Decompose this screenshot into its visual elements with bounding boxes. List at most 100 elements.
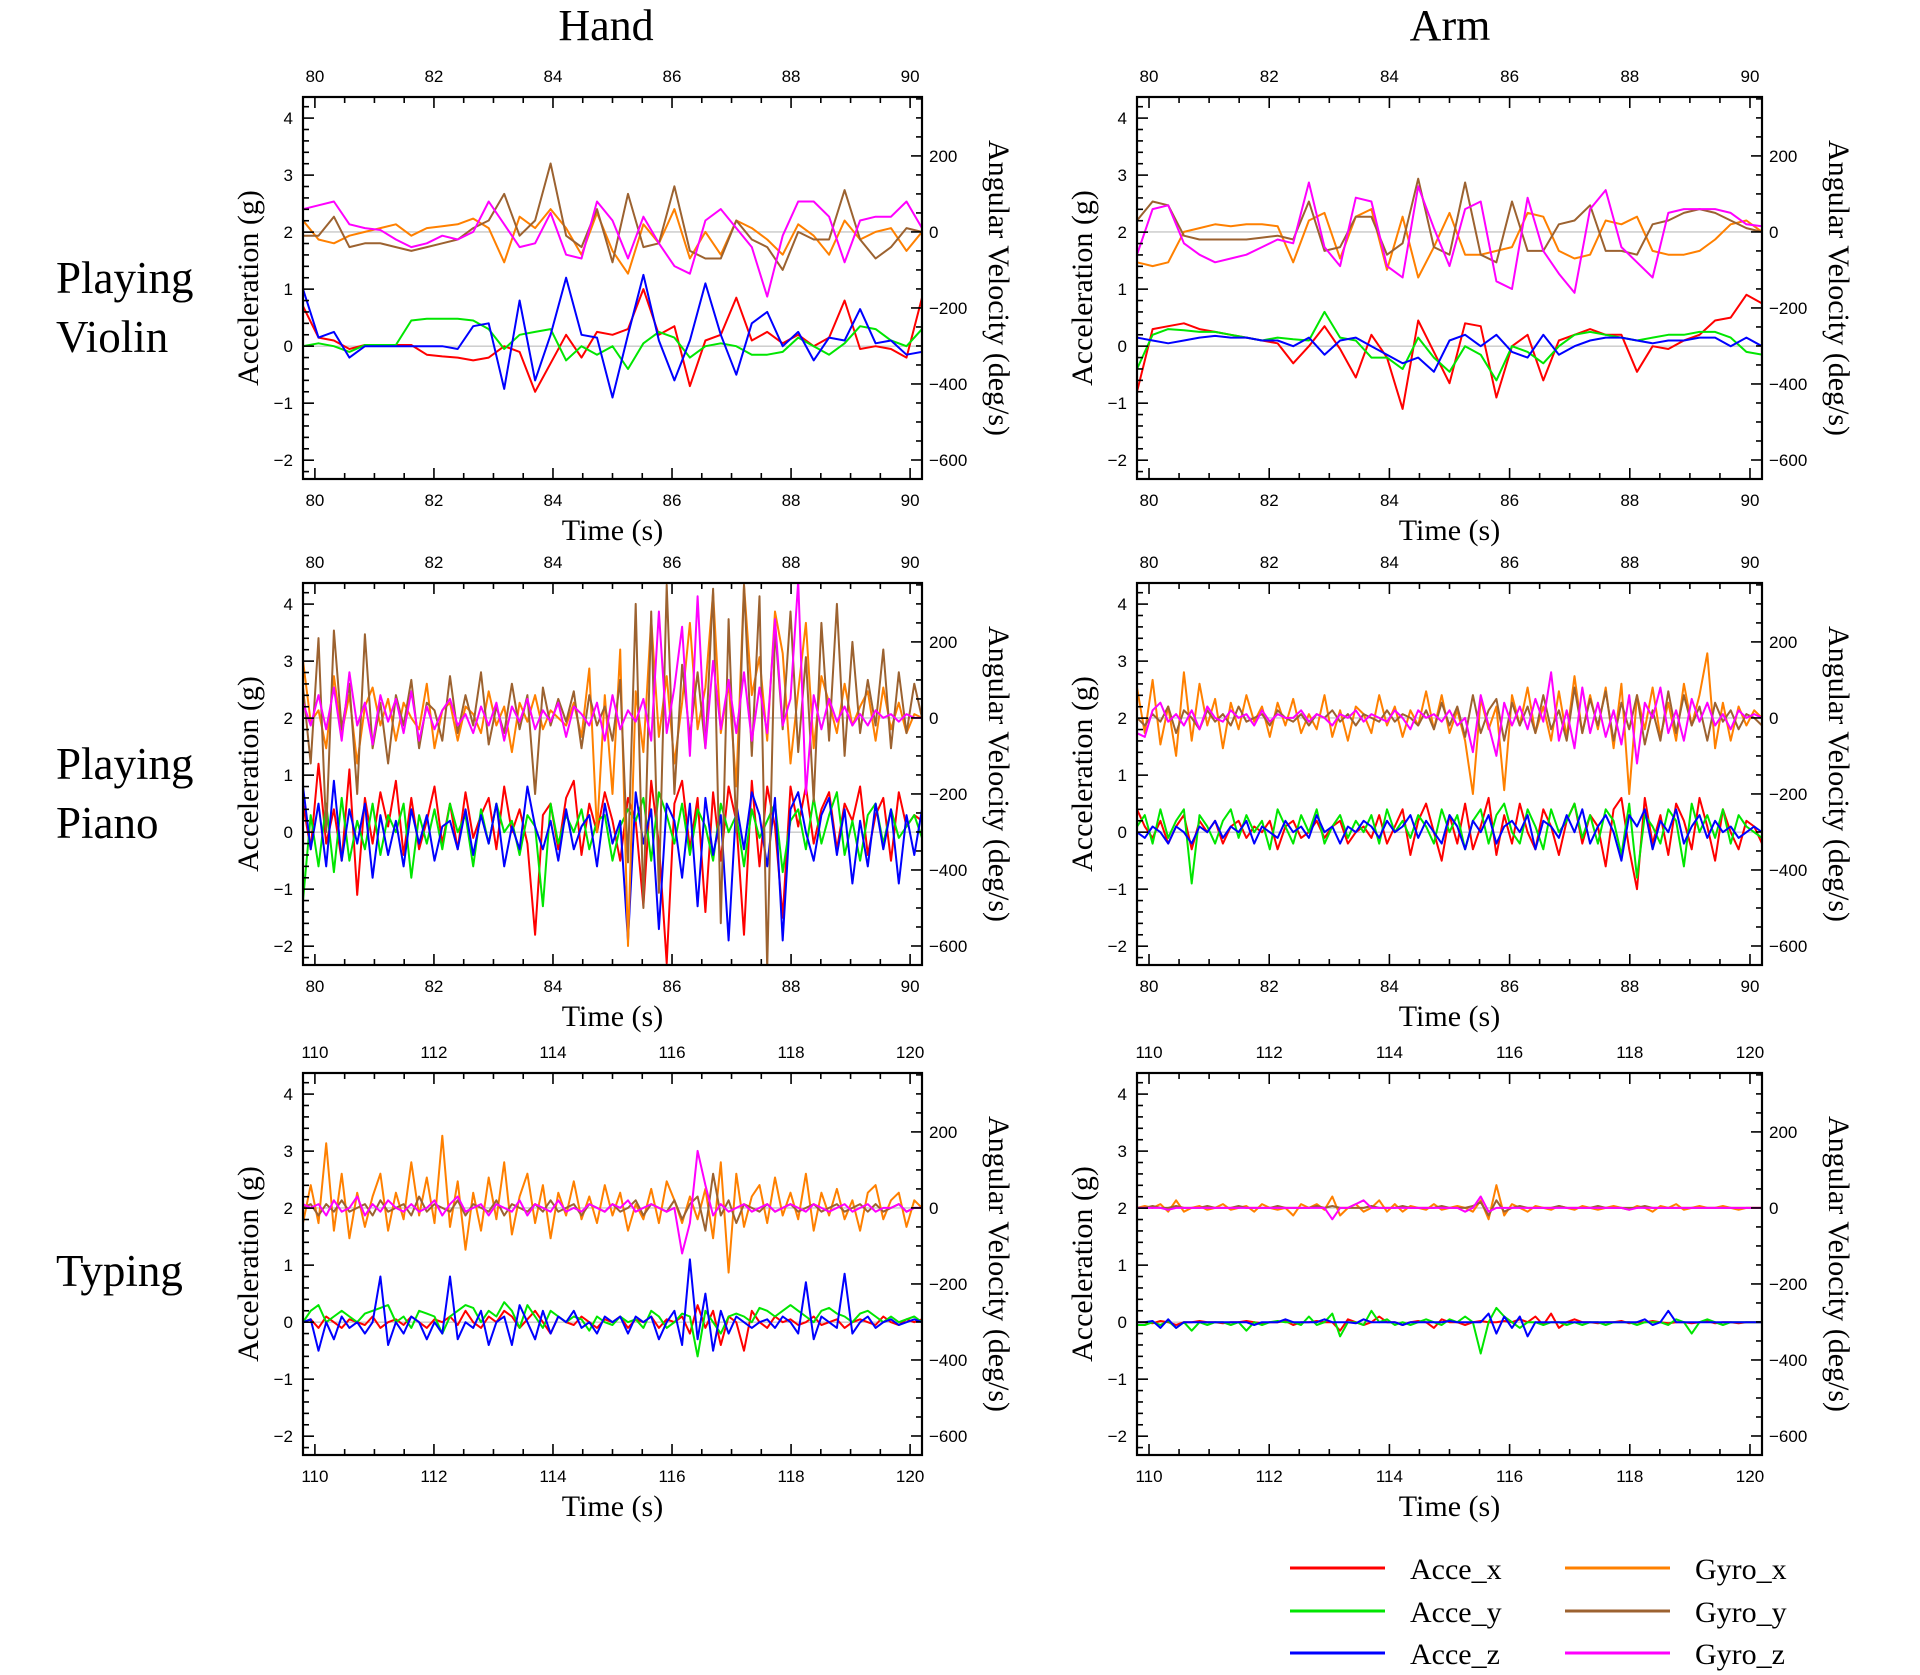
x-tick-label: 82 xyxy=(1260,491,1279,510)
y2-tick-label: −400 xyxy=(1769,861,1807,880)
x-tick-label-top: 110 xyxy=(301,1043,328,1062)
series-acce-y xyxy=(1137,802,1762,885)
legend-label-gyro-x: Gyro_x xyxy=(1695,1553,1787,1586)
y-tick-label: 2 xyxy=(284,223,293,242)
panel-violin-hand: 80 80 82 82 84 84 86 86 88 88 90 90 −2 −1 0 1 2 3 4 −600 −40… xyxy=(232,67,1015,547)
y2-tick-label: −600 xyxy=(929,937,967,956)
legend-label-acce-y: Acce_y xyxy=(1410,1596,1502,1629)
y-tick-label: 3 xyxy=(1118,652,1127,671)
y-axis-label-left: Acceleration (g) xyxy=(1066,1166,1099,1362)
x-tick-label: 80 xyxy=(1140,977,1159,996)
series-gyro-y xyxy=(1137,686,1762,746)
x-tick-label-top: 90 xyxy=(901,67,920,86)
x-tick-label-top: 82 xyxy=(1260,67,1279,86)
y-tick-label: −1 xyxy=(1108,1370,1127,1389)
series-gyro-y xyxy=(303,1172,922,1232)
y-tick-label: −2 xyxy=(274,451,293,470)
y-axis-label-right: Angular Velocity (deg/s) xyxy=(982,140,1015,436)
x-tick-label: 84 xyxy=(1380,491,1399,510)
x-tick-label-top: 80 xyxy=(305,67,324,86)
series-group xyxy=(1137,177,1762,410)
panel-violin-arm: 80 80 82 82 84 84 86 86 88 88 90 90 −2 −1 0 1 2 3 4 −600 −40… xyxy=(1066,67,1855,547)
y-tick-label: 3 xyxy=(284,652,293,671)
y2-tick-label: 200 xyxy=(1769,1123,1797,1142)
x-tick-label-top: 80 xyxy=(305,553,324,572)
series-gyro-y xyxy=(1137,177,1762,264)
legend: Acce_x Acce_y Acce_z Gyro_x Gyro_y Gyro_… xyxy=(1290,1553,1787,1671)
series-gyro-z xyxy=(1137,671,1762,765)
y-tick-label: 3 xyxy=(1118,166,1127,185)
y-axis-label-left: Acceleration (g) xyxy=(232,1166,265,1362)
series-acce-y xyxy=(1137,1306,1762,1355)
y2-tick-label: 0 xyxy=(929,1199,938,1218)
x-tick-label-top: 84 xyxy=(544,67,563,86)
y2-tick-label: −400 xyxy=(929,375,967,394)
x-tick-label-top: 84 xyxy=(1380,67,1399,86)
row-label-piano-line1: Playing xyxy=(56,739,194,789)
y2-tick-label: −200 xyxy=(1769,785,1807,804)
y2-tick-label: 0 xyxy=(1769,709,1778,728)
y-tick-label: 0 xyxy=(284,823,293,842)
x-axis-label: Time (s) xyxy=(1399,514,1500,547)
x-tick-label-top: 88 xyxy=(782,67,801,86)
x-tick-label-top: 114 xyxy=(1376,1043,1403,1062)
x-tick-label-top: 88 xyxy=(1620,67,1639,86)
series-acce-x xyxy=(303,288,922,393)
x-tick-label: 84 xyxy=(544,491,563,510)
series-group xyxy=(303,583,922,965)
x-tick-label: 114 xyxy=(539,1467,566,1486)
x-tick-label: 118 xyxy=(1616,1467,1643,1486)
x-tick-label: 80 xyxy=(305,977,324,996)
plot-frame xyxy=(301,95,924,481)
series-acce-z xyxy=(1137,808,1762,862)
series-acce-z xyxy=(303,1258,922,1352)
y2-tick-label: −200 xyxy=(929,1275,967,1294)
y-tick-label: −1 xyxy=(1108,880,1127,899)
series-gyro-z xyxy=(303,200,922,298)
plot-frame xyxy=(1135,581,1764,967)
series-gyro-y xyxy=(303,583,922,965)
y2-tick-label: 200 xyxy=(929,633,957,652)
x-axis-label: Time (s) xyxy=(1399,1000,1500,1033)
y-tick-label: 0 xyxy=(284,337,293,356)
series-acce-x xyxy=(303,1304,922,1352)
x-tick-label-top: 114 xyxy=(539,1043,566,1062)
y-tick-label: 0 xyxy=(1118,337,1127,356)
x-tick-label-top: 86 xyxy=(1500,67,1519,86)
x-tick-label: 80 xyxy=(305,491,324,510)
row-labels: Playing Violin Playing Piano Typing xyxy=(56,253,194,1296)
series-gyro-z xyxy=(303,583,922,795)
y-axis-label-left: Acceleration (g) xyxy=(232,676,265,872)
y-tick-label: −1 xyxy=(274,880,293,899)
x-tick-label-top: 90 xyxy=(1741,553,1760,572)
series-gyro-z xyxy=(303,1149,922,1255)
y2-tick-label: −600 xyxy=(1769,1427,1807,1446)
y2-tick-label: −400 xyxy=(1769,375,1807,394)
x-tick-label: 88 xyxy=(1620,491,1639,510)
y-axis-label-right: Angular Velocity (deg/s) xyxy=(982,1116,1015,1412)
x-tick-label: 110 xyxy=(301,1467,328,1486)
series-group xyxy=(1137,1184,1762,1355)
row-label-typing: Typing xyxy=(56,1246,183,1296)
column-title-hand: Hand xyxy=(558,1,653,50)
x-tick-label: 120 xyxy=(896,1467,924,1486)
series-group xyxy=(1137,652,1762,891)
y-tick-label: 4 xyxy=(1118,109,1127,128)
x-axis-label: Time (s) xyxy=(1399,1490,1500,1523)
x-tick-label: 80 xyxy=(1140,491,1159,510)
y-tick-label: 2 xyxy=(1118,1199,1127,1218)
panel-typing-arm: 110110112112114114116116118118120120−2−1… xyxy=(1066,1043,1855,1523)
y2-tick-label: −200 xyxy=(1769,1275,1807,1294)
x-tick-label: 84 xyxy=(544,977,563,996)
x-tick-label: 88 xyxy=(782,491,801,510)
y2-tick-label: −200 xyxy=(929,299,967,318)
plot-frame xyxy=(1135,1071,1764,1457)
x-tick-label-top: 118 xyxy=(778,1043,805,1062)
y2-tick-label: −400 xyxy=(929,861,967,880)
x-tick-label-top: 110 xyxy=(1135,1043,1162,1062)
y-tick-label: 3 xyxy=(284,166,293,185)
y-tick-label: 4 xyxy=(1118,595,1127,614)
y-tick-label: 2 xyxy=(284,1199,293,1218)
y-axis-label-right: Angular Velocity (deg/s) xyxy=(1822,140,1855,436)
